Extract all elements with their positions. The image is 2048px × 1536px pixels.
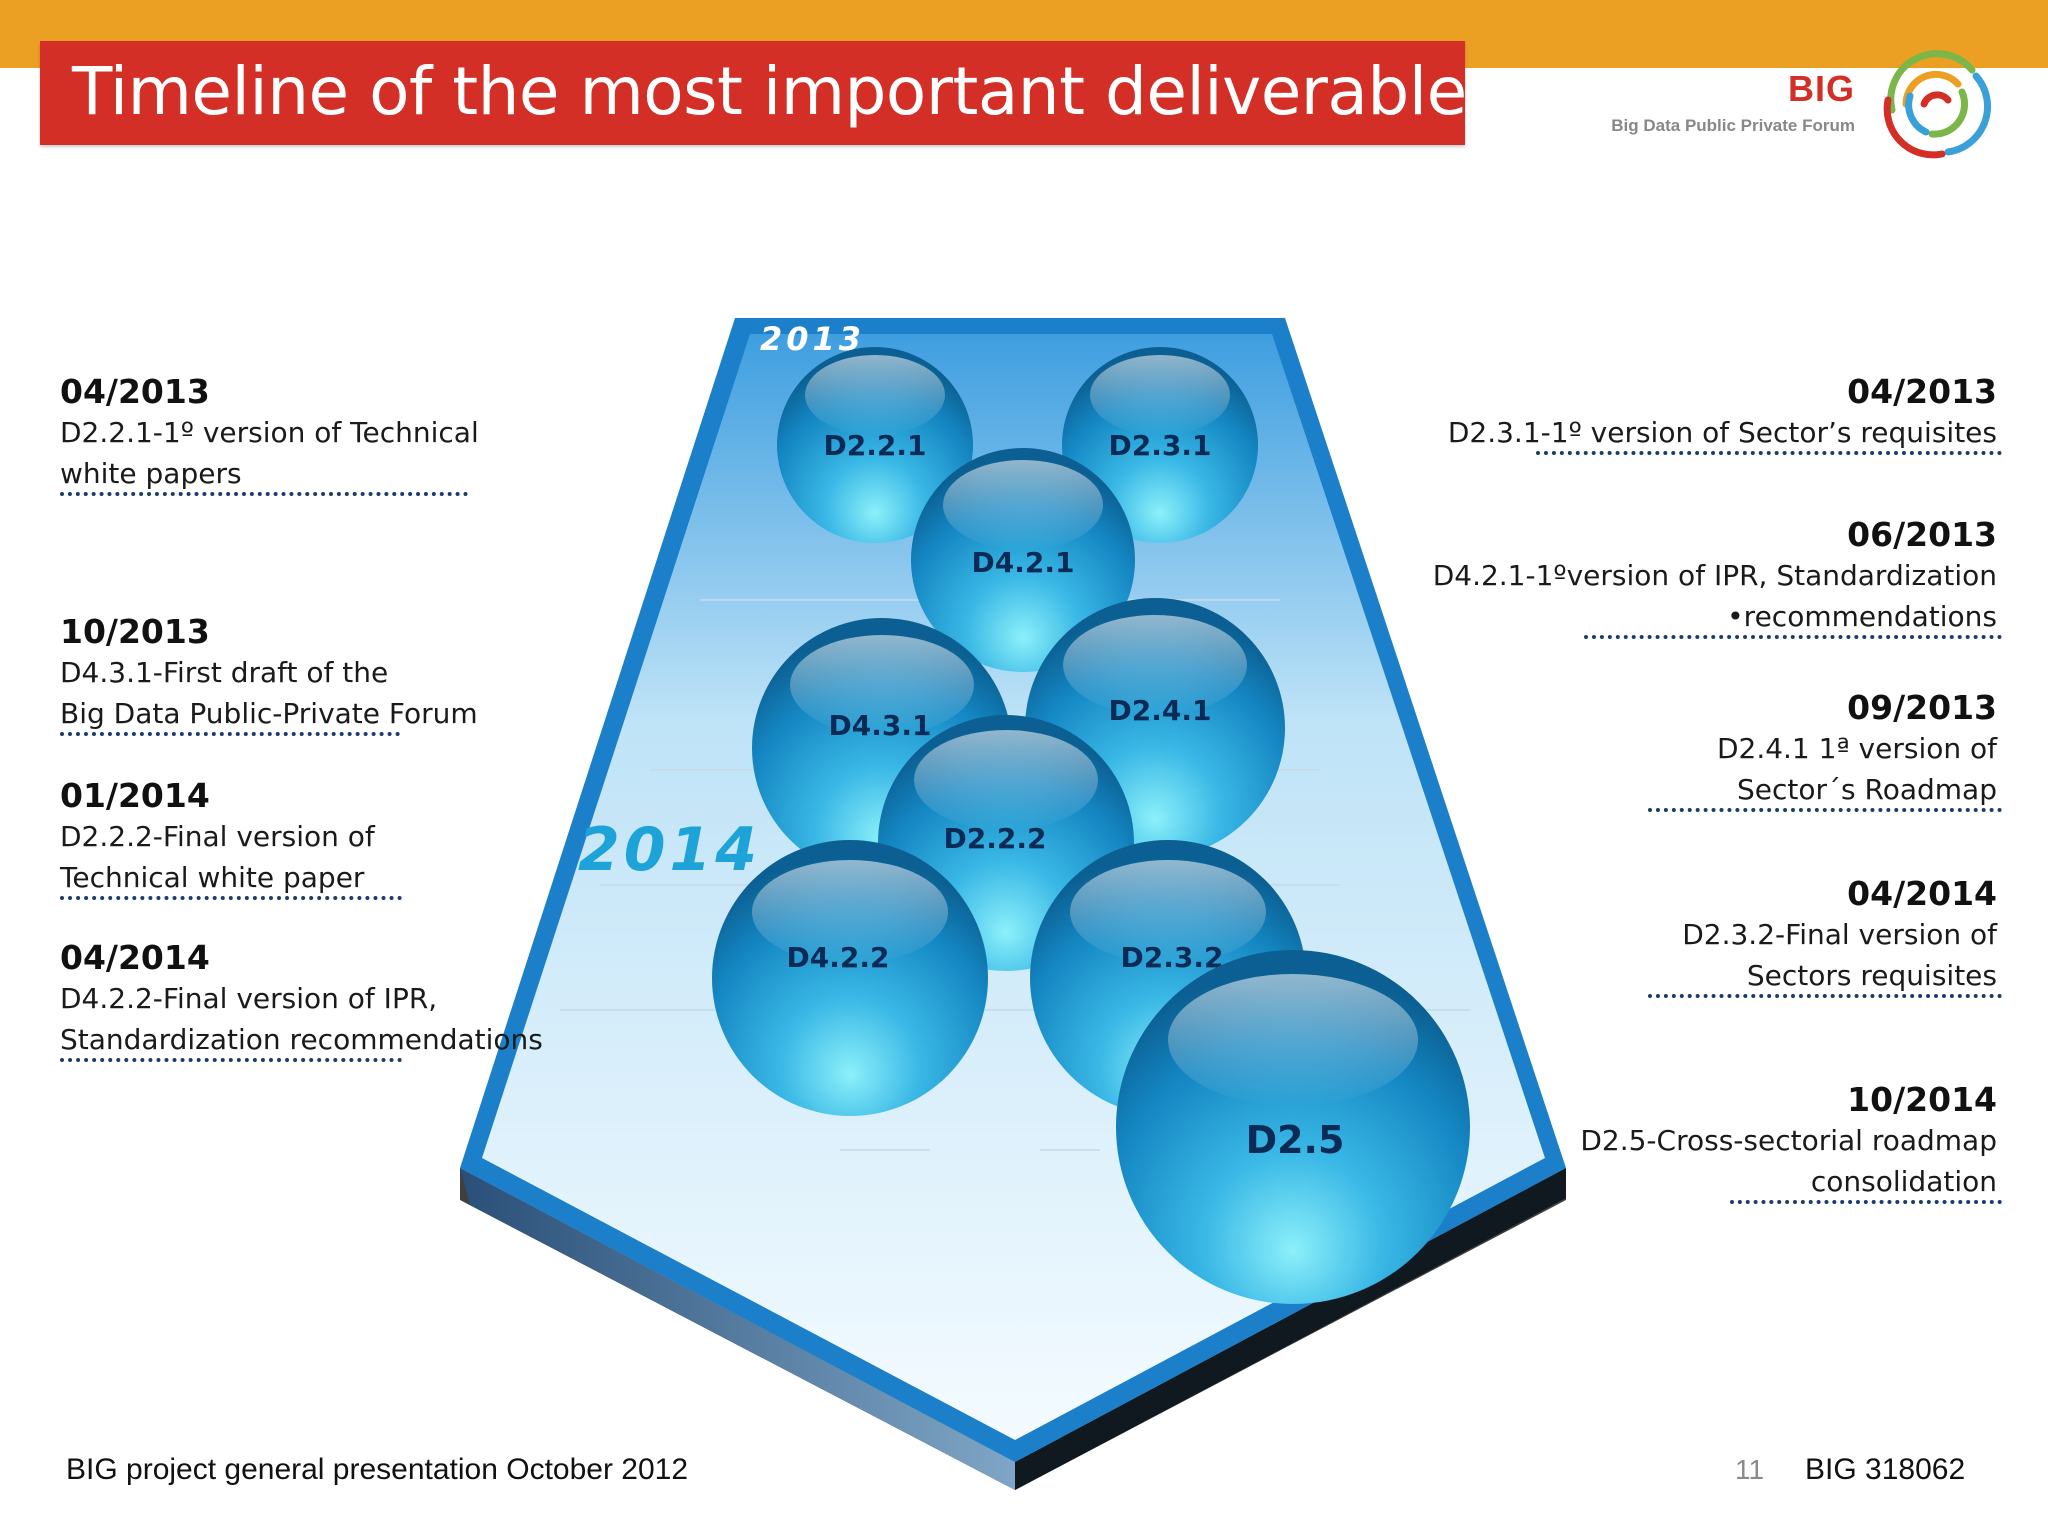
dotted-rule xyxy=(1648,994,2002,998)
sphere-label: D4.2.1 xyxy=(972,546,1075,579)
dotted-rule xyxy=(60,732,400,736)
entry-description: D4.2.2-Final version of IPR, Standardiza… xyxy=(60,982,543,1056)
entry-description: D2.2.1-1º version of Technical white pap… xyxy=(60,416,479,490)
dotted-rule xyxy=(60,1058,402,1062)
logo-big: BIG xyxy=(1787,68,1855,109)
year-label-2013: 2013 xyxy=(760,320,865,358)
page-title: Timeline of the most important deliverab… xyxy=(72,53,1501,130)
board-right-edge xyxy=(1015,1168,1566,1490)
sphere-label: D2.3.2 xyxy=(1121,941,1224,974)
entry-description: D4.3.1-First draft of the Big Data Publi… xyxy=(60,656,478,730)
right-entry-04-2013: 04/2013 D2.3.1-1º version of Sector’s re… xyxy=(1420,372,2002,455)
big-logo-text: BIG Big Data Public Private Forum xyxy=(1585,68,1855,136)
dotted-rule xyxy=(1584,635,2002,639)
logo-subtitle: Big Data Public Private Forum xyxy=(1611,116,1855,135)
title-bar: Timeline of the most important deliverab… xyxy=(40,41,1501,145)
entry-date: 04/2013 xyxy=(1847,372,1997,411)
entry-date: 04/2014 xyxy=(60,938,210,977)
sphere-label: D2.2.2 xyxy=(944,822,1047,855)
sphere-label: D2.3.1 xyxy=(1109,429,1212,462)
sphere-label: D4.3.1 xyxy=(829,709,932,742)
entry-date: 10/2014 xyxy=(1847,1080,1997,1119)
sphere-d2-2-1: D2.2.1 xyxy=(777,347,973,543)
entry-description: D2.5-Cross-sectorial roadmap consolidati… xyxy=(1580,1124,1997,1198)
dotted-rule xyxy=(1730,1200,2002,1204)
dotted-rule xyxy=(60,492,468,496)
left-entry-01-2014: 01/2014 D2.2.2-Final version of Technica… xyxy=(60,776,480,900)
entry-date: 01/2014 xyxy=(60,776,210,815)
footer-project-id: BIG 318062 xyxy=(1805,1453,1966,1486)
sphere-d4-2-1: D4.2.1 xyxy=(911,448,1135,672)
entry-description: D2.4.1 1ª version of Sector´s Roadmap xyxy=(1716,732,1997,806)
entry-date: 04/2014 xyxy=(1847,874,1997,913)
footer-presentation-title: BIG project general presentation October… xyxy=(66,1453,689,1486)
entry-date: 06/2013 xyxy=(1847,515,1997,554)
entry-description: D2.2.2-Final version of Technical white … xyxy=(60,820,375,894)
right-entry-09-2013: 09/2013 D2.4.1 1ª version of Sector´s Ro… xyxy=(1540,688,2002,812)
left-entry-04-2014: 04/2014 D4.2.2-Final version of IPR, Sta… xyxy=(60,938,580,1062)
page-number: 11 xyxy=(1735,1454,1765,1485)
sphere-label: D2.2.1 xyxy=(824,429,927,462)
sphere-label: D2.4.1 xyxy=(1109,694,1212,727)
right-entry-10-2014: 10/2014 D2.5-Cross-sectorial roadmap con… xyxy=(1540,1080,2002,1204)
left-entry-10-2013: 10/2013 D4.3.1-First draft of the Big Da… xyxy=(60,612,480,736)
entry-description: D2.3.1-1º version of Sector’s requisites xyxy=(1447,416,1997,449)
entry-date: 10/2013 xyxy=(60,612,210,651)
entry-date: 09/2013 xyxy=(1847,688,1997,727)
right-entry-06-2013: 06/2013 D4.2.1-1ºversion of IPR, Standar… xyxy=(1380,515,2002,639)
left-entry-04-2013: 04/2013 D2.2.1-1º version of Technical w… xyxy=(60,372,480,496)
dotted-rule xyxy=(60,896,402,900)
dotted-rule xyxy=(1648,808,2002,812)
sphere-d4-2-2: D4.2.2 xyxy=(712,840,988,1116)
big-swirl-logo-icon xyxy=(1883,50,1992,159)
dotted-rule xyxy=(1536,451,2002,455)
sphere-d2-5: D2.5 xyxy=(1116,950,1470,1304)
sphere-label: D4.2.2 xyxy=(787,941,890,974)
entry-description: D4.2.1-1ºversion of IPR, Standardization… xyxy=(1432,559,1997,633)
sphere-label: D2.5 xyxy=(1246,1118,1345,1162)
entry-description: D2.3.2-Final version of Sectors requisit… xyxy=(1682,918,1997,992)
right-entry-04-2014: 04/2014 D2.3.2-Final version of Sectors … xyxy=(1540,874,2002,998)
board-left-edge xyxy=(460,1168,1015,1490)
entry-date: 04/2013 xyxy=(60,372,210,411)
year-label-2014: 2014 xyxy=(578,815,761,885)
